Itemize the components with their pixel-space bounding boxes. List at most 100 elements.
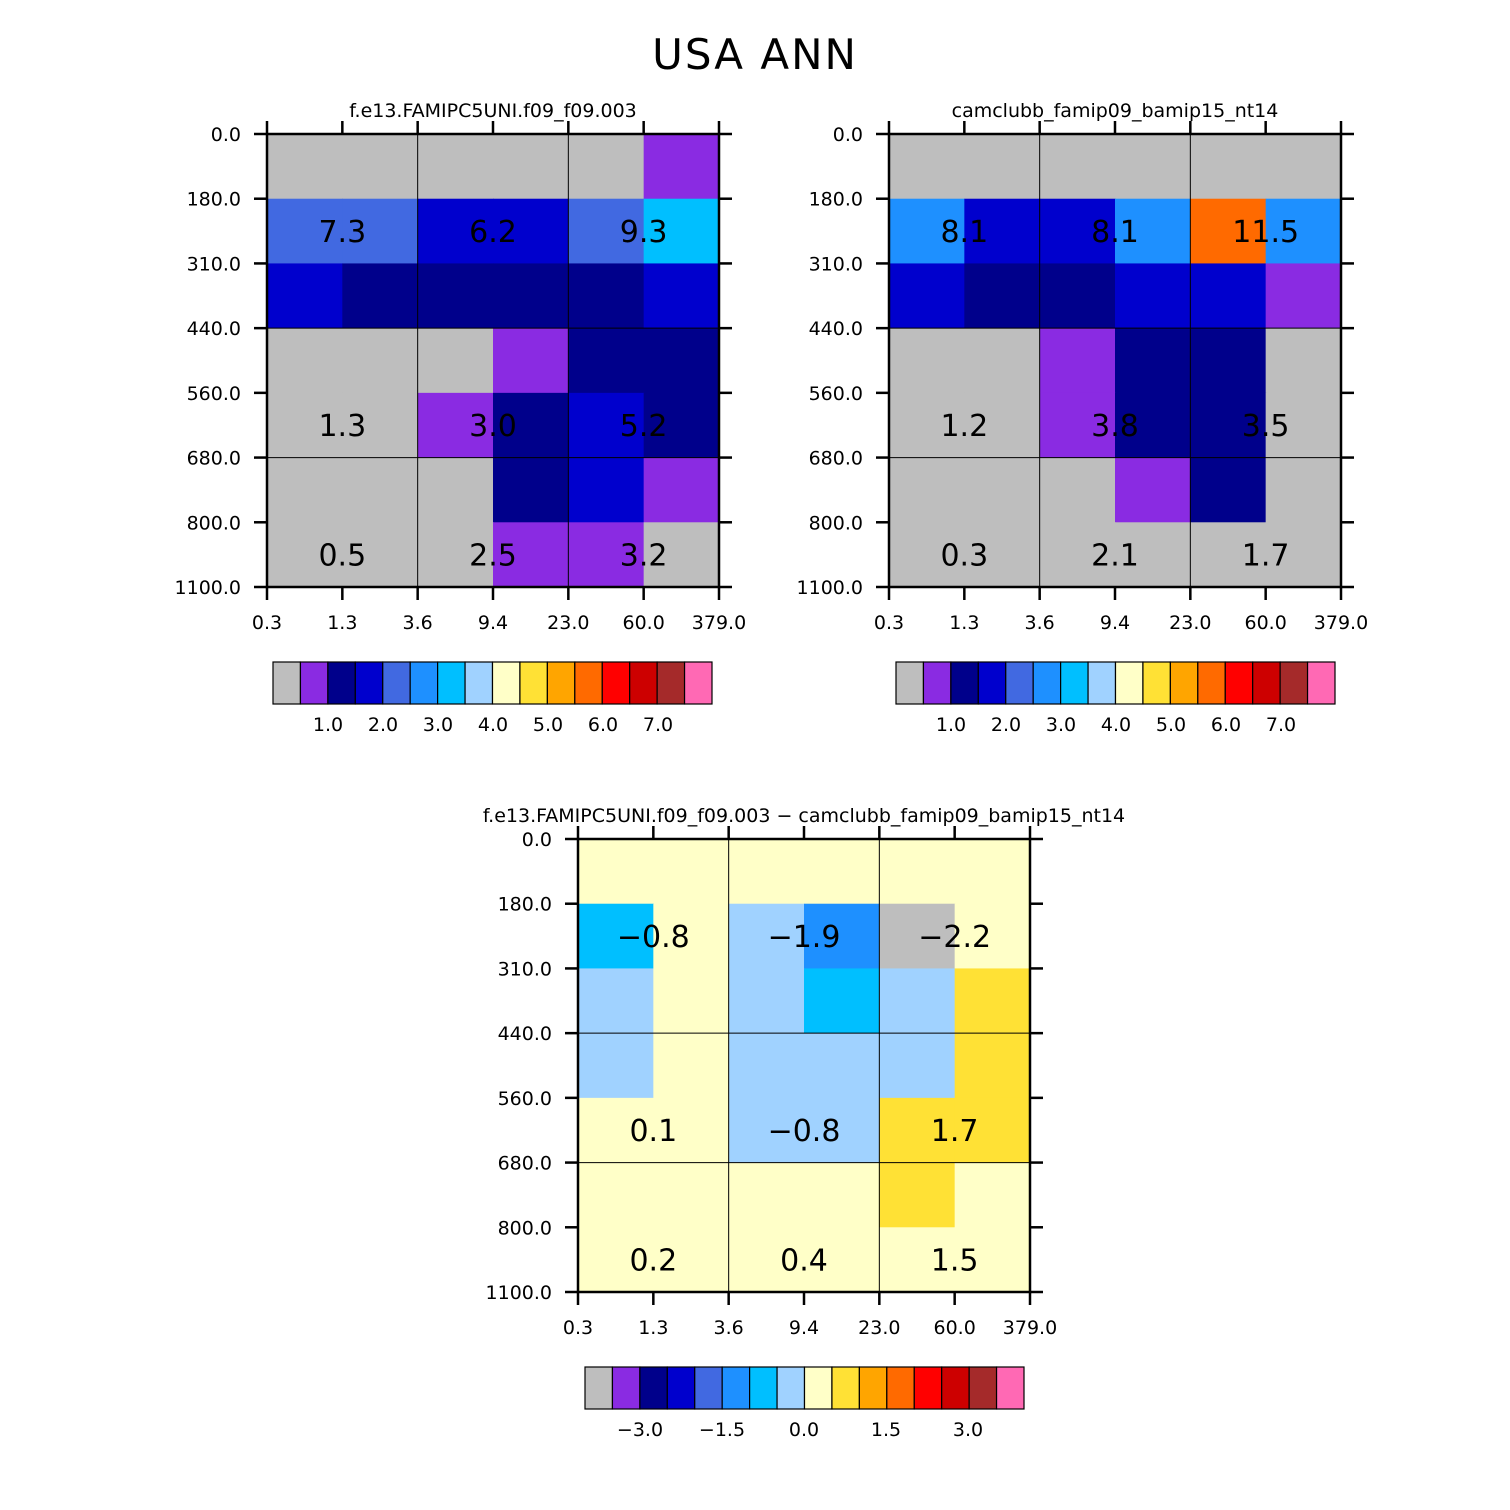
heatmap-cell bbox=[1265, 198, 1342, 265]
heatmap-panel-1: f.e13.FAMIPC5UNI.f09_f09.003 0.0 180.0 310.… bbox=[175, 100, 747, 736]
cell-value-label: 0.1 bbox=[629, 1114, 677, 1149]
heatmap-cell bbox=[578, 903, 654, 970]
heatmap-cell bbox=[653, 903, 730, 970]
colorbar-label: 3.0 bbox=[953, 1419, 983, 1441]
cell-value-label: −0.8 bbox=[617, 920, 690, 955]
heatmap-cell bbox=[653, 839, 730, 905]
colorbar-swatch bbox=[721, 1366, 751, 1410]
panel-title: f.e13.FAMIPC5UNI.f09_f09.003 − camclubb_… bbox=[483, 805, 1125, 827]
x-tick-label: 0.3 bbox=[874, 612, 904, 634]
heatmap-cell bbox=[643, 392, 720, 459]
colorbar-swatch bbox=[683, 661, 713, 705]
heatmap-cell bbox=[889, 198, 965, 265]
colorbar-swatch bbox=[1087, 661, 1117, 705]
cell-value-label: 1.3 bbox=[318, 409, 366, 444]
heatmap-cell bbox=[1115, 457, 1191, 523]
colorbar-swatch bbox=[831, 1366, 860, 1410]
heatmap-panel-2: camclubb_famip09_bamip15_nt14 0.0 180.0 310… bbox=[797, 100, 1369, 736]
heatmap-cell bbox=[267, 134, 343, 200]
y-tick-label: 440.0 bbox=[498, 1023, 552, 1045]
heatmap-cell bbox=[342, 522, 419, 588]
heatmap-cell bbox=[1190, 392, 1267, 459]
heatmap-cell bbox=[1115, 392, 1191, 459]
colorbar-swatch bbox=[1306, 661, 1336, 705]
x-tick-label: 0.3 bbox=[252, 612, 282, 634]
heatmap-cell bbox=[1265, 328, 1342, 394]
heatmap-cell bbox=[1265, 134, 1342, 200]
heatmap-cell bbox=[1115, 522, 1191, 588]
heatmap-cell bbox=[728, 1033, 805, 1099]
heatmap-cell bbox=[653, 1033, 730, 1099]
colorbar-label: 6.0 bbox=[588, 714, 618, 736]
heatmap-cell bbox=[954, 1162, 1031, 1228]
cell-value-label: 1.7 bbox=[1242, 539, 1290, 574]
heatmap-cell bbox=[964, 522, 1041, 588]
cell-value-label: 3.5 bbox=[1242, 409, 1290, 444]
heatmap-cell bbox=[954, 1227, 1031, 1293]
cell-value-label: 3.0 bbox=[469, 409, 517, 444]
heatmap-cell bbox=[964, 328, 1041, 394]
x-tick-label: 60.0 bbox=[623, 612, 665, 634]
heatmap-cell bbox=[1265, 457, 1342, 523]
panel-title: f.e13.FAMIPC5UNI.f09_f09.003 bbox=[349, 100, 637, 122]
panel-title: camclubb_famip09_bamip15_nt14 bbox=[952, 100, 1279, 122]
colorbar-swatch bbox=[491, 661, 521, 705]
cell-value-label: 1.7 bbox=[931, 1114, 979, 1149]
heatmap-cell bbox=[643, 134, 720, 200]
cell-value-label: −2.2 bbox=[918, 920, 991, 955]
colorbar-label: 1.5 bbox=[871, 1419, 901, 1441]
colorbar-swatch bbox=[886, 1366, 915, 1410]
colorbar-label: 6.0 bbox=[1211, 714, 1241, 736]
y-tick-label: 800.0 bbox=[809, 512, 863, 534]
y-tick-label: 680.0 bbox=[187, 448, 241, 470]
colorbar-swatch bbox=[803, 1366, 833, 1410]
heatmap-cell bbox=[267, 263, 343, 329]
heatmap-cell bbox=[879, 1033, 956, 1099]
y-tick-label: 800.0 bbox=[498, 1217, 552, 1239]
colorbar-swatch bbox=[1197, 661, 1226, 705]
heatmap-cell bbox=[578, 1227, 654, 1293]
x-tick-label: 9.4 bbox=[478, 612, 508, 634]
x-tick-label: 0.3 bbox=[563, 1317, 593, 1339]
heatmap-cell bbox=[417, 457, 494, 523]
colorbar-swatch bbox=[1252, 661, 1281, 705]
colorbar-label: 5.0 bbox=[533, 714, 563, 736]
heatmap-cell bbox=[1039, 392, 1116, 459]
heatmap-cell bbox=[728, 839, 805, 905]
heatmap-cell bbox=[889, 522, 965, 588]
figure-title: USA ANN bbox=[652, 30, 858, 79]
heatmap-cell bbox=[568, 328, 645, 394]
y-tick-label: 440.0 bbox=[187, 318, 241, 340]
cell-value-label: 1.2 bbox=[940, 409, 988, 444]
colorbar-label: 1.0 bbox=[313, 714, 343, 736]
heatmap-cell bbox=[568, 457, 645, 523]
heatmap-cell bbox=[804, 1162, 880, 1228]
colorbar-swatch bbox=[968, 1366, 998, 1410]
colorbar-label: −1.5 bbox=[699, 1419, 745, 1441]
x-tick-label: 379.0 bbox=[1003, 1317, 1057, 1339]
colorbar-swatch bbox=[299, 661, 329, 705]
colorbar-swatch bbox=[995, 1366, 1025, 1410]
cell-value-label: 5.2 bbox=[620, 409, 668, 444]
heatmap-cell bbox=[417, 263, 494, 329]
colorbar-swatch bbox=[922, 661, 952, 705]
colorbar-swatch bbox=[611, 1366, 641, 1410]
heatmap-cell bbox=[1190, 198, 1267, 265]
heatmap-cell bbox=[417, 522, 494, 588]
heatmap-cell bbox=[493, 328, 569, 394]
heatmap-cell bbox=[954, 839, 1031, 905]
colorbar-swatch bbox=[1142, 661, 1171, 705]
heatmap-cell bbox=[267, 522, 343, 588]
colorbar-swatch bbox=[1114, 661, 1144, 705]
y-tick-label: 680.0 bbox=[809, 448, 863, 470]
heatmap-cell bbox=[889, 328, 965, 394]
x-tick-label: 3.6 bbox=[403, 612, 433, 634]
colorbar-label: 4.0 bbox=[478, 714, 508, 736]
heatmap-cell bbox=[1039, 328, 1116, 394]
y-tick-label: 0.0 bbox=[522, 829, 552, 851]
colorbar-label: 7.0 bbox=[643, 714, 673, 736]
heatmap-cell bbox=[954, 968, 1031, 1034]
cell-value-label: 9.3 bbox=[620, 215, 668, 250]
heatmap-cell bbox=[954, 903, 1031, 970]
colorbar-swatch bbox=[977, 661, 1007, 705]
